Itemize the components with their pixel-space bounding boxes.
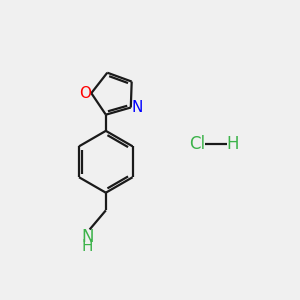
Text: H: H [82,239,93,254]
Text: H: H [226,135,239,153]
Text: N: N [132,100,143,115]
Text: N: N [81,228,94,246]
Text: Cl: Cl [189,135,205,153]
Text: O: O [79,85,91,100]
